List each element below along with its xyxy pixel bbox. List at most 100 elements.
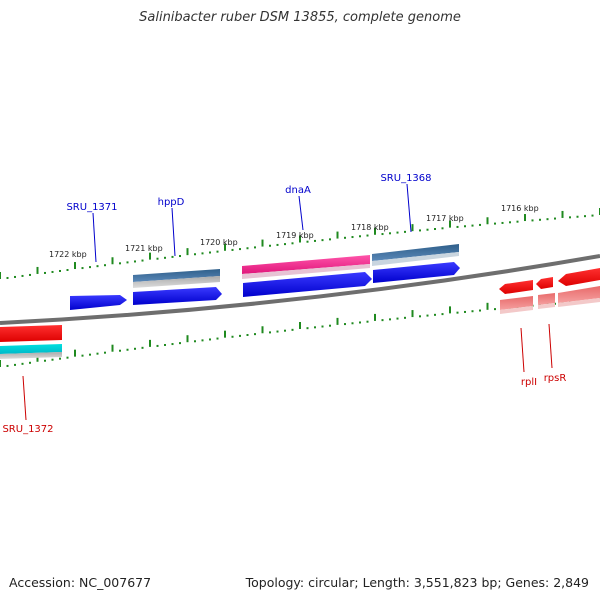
tick-major bbox=[561, 210, 564, 218]
tick-minor bbox=[381, 233, 384, 236]
tick-minor bbox=[314, 326, 316, 329]
tick-minor bbox=[366, 234, 369, 237]
cds-bar-rpli-shadow bbox=[500, 306, 533, 314]
tick-minor bbox=[344, 323, 346, 326]
tick-minor bbox=[434, 313, 436, 316]
tick-minor bbox=[96, 352, 99, 355]
tick-minor bbox=[141, 259, 144, 262]
tick-minor bbox=[321, 239, 324, 242]
tick-minor bbox=[59, 357, 61, 360]
tick-minor bbox=[29, 361, 31, 364]
tick-minor bbox=[246, 247, 249, 250]
gene-label-rpsr[interactable]: rpsR bbox=[544, 373, 567, 384]
tick-minor bbox=[51, 270, 54, 273]
tick-minor bbox=[359, 321, 361, 324]
tick-minor bbox=[441, 313, 444, 316]
tick-major bbox=[74, 262, 76, 270]
tick-major bbox=[449, 306, 451, 314]
map-title: Salinibacter ruber DSM 13855, complete g… bbox=[139, 10, 461, 25]
gene-arrow-hppd[interactable] bbox=[133, 287, 222, 305]
tick-minor bbox=[269, 331, 271, 334]
cds-bar-right-partial bbox=[558, 286, 600, 303]
leader-line-dnaa bbox=[298, 195, 304, 231]
gene-label-rpli[interactable]: rplI bbox=[521, 377, 537, 388]
tick-minor bbox=[126, 348, 129, 351]
tick-minor bbox=[201, 339, 204, 342]
scale-label: 1722 kbp bbox=[49, 250, 87, 259]
tick-major bbox=[486, 217, 489, 225]
tick-minor bbox=[164, 343, 166, 346]
gene-arrow-sru1368[interactable] bbox=[373, 262, 460, 283]
gene-arrow-rpli[interactable] bbox=[499, 280, 533, 294]
gene-arrow-right-partial[interactable] bbox=[558, 268, 600, 286]
tick-minor bbox=[216, 337, 219, 340]
tick-minor bbox=[6, 276, 9, 279]
cds-bar-sru1368 bbox=[372, 244, 459, 261]
genome-backbone bbox=[0, 254, 600, 325]
scale-label: 1719 kbp bbox=[276, 231, 314, 240]
tick-minor bbox=[351, 322, 354, 325]
scale-label: 1720 kbp bbox=[200, 238, 238, 247]
cds-bar-rpsr bbox=[538, 293, 555, 305]
gene-arrow-sru1371[interactable] bbox=[70, 295, 127, 310]
tick-minor bbox=[456, 225, 459, 228]
tick-major bbox=[36, 266, 39, 274]
tick-major bbox=[186, 335, 189, 343]
gene-bar-sru1372[interactable] bbox=[0, 325, 62, 342]
tick-minor bbox=[276, 243, 279, 246]
tick-major bbox=[261, 239, 264, 247]
tick-major bbox=[111, 344, 114, 352]
tick-major bbox=[374, 313, 376, 321]
cds-bar-hppd bbox=[133, 269, 220, 282]
tick-minor bbox=[284, 243, 286, 246]
tick-minor bbox=[6, 364, 9, 367]
tick-minor bbox=[389, 318, 391, 321]
tick-major bbox=[486, 302, 489, 310]
tick-minor bbox=[89, 353, 91, 356]
tick-minor bbox=[134, 347, 136, 350]
tick-minor bbox=[479, 223, 481, 226]
accession-label: Accession: NC_007677 bbox=[9, 575, 152, 590]
gene-label-dnaa[interactable]: dnaA bbox=[285, 185, 311, 196]
tick-minor bbox=[156, 257, 159, 260]
gene-arrow-rpsr[interactable] bbox=[536, 277, 553, 289]
gene-label-sru1372[interactable]: SRU_1372 bbox=[2, 424, 53, 435]
scale-label: 1716 kbp bbox=[501, 204, 539, 213]
gene-labels: SRU_1371 hppD dnaA SRU_1368 SRU_1372 rpl… bbox=[2, 173, 566, 435]
tick-minor bbox=[81, 354, 84, 357]
tick-minor bbox=[171, 255, 174, 258]
tick-major bbox=[374, 227, 376, 235]
tick-major bbox=[149, 252, 151, 260]
tick-major bbox=[149, 339, 151, 347]
tick-minor bbox=[209, 251, 211, 254]
gene-arrow-dnaa[interactable] bbox=[243, 272, 372, 297]
tick-minor bbox=[531, 219, 534, 222]
tick-minor bbox=[426, 314, 429, 317]
forward-strand-features bbox=[70, 244, 460, 310]
tick-minor bbox=[321, 325, 324, 328]
cds-bar-dnaa-shadow bbox=[242, 264, 370, 279]
gene-label-hppd[interactable]: hppD bbox=[158, 197, 185, 208]
tick-minor bbox=[81, 267, 84, 270]
tick-minor bbox=[134, 260, 136, 263]
tick-minor bbox=[14, 363, 16, 366]
tick-minor bbox=[14, 275, 16, 278]
gene-label-sru1368[interactable]: SRU_1368 bbox=[380, 173, 431, 184]
tick-major bbox=[111, 257, 114, 265]
tick-minor bbox=[456, 311, 459, 314]
gene-label-sru1371[interactable]: SRU_1371 bbox=[66, 202, 117, 213]
tick-minor bbox=[464, 225, 466, 228]
tick-minor bbox=[209, 338, 211, 341]
tick-major bbox=[36, 354, 39, 362]
tick-minor bbox=[44, 271, 46, 274]
tick-major bbox=[224, 243, 226, 251]
tick-minor bbox=[471, 310, 474, 313]
tick-minor bbox=[21, 274, 24, 277]
tick-minor bbox=[239, 334, 241, 337]
tick-minor bbox=[351, 236, 354, 239]
leader-line-hppd bbox=[171, 207, 176, 257]
tick-minor bbox=[141, 346, 144, 349]
tick-minor bbox=[254, 246, 256, 249]
tick-minor bbox=[231, 248, 234, 251]
tick-minor bbox=[419, 315, 421, 318]
